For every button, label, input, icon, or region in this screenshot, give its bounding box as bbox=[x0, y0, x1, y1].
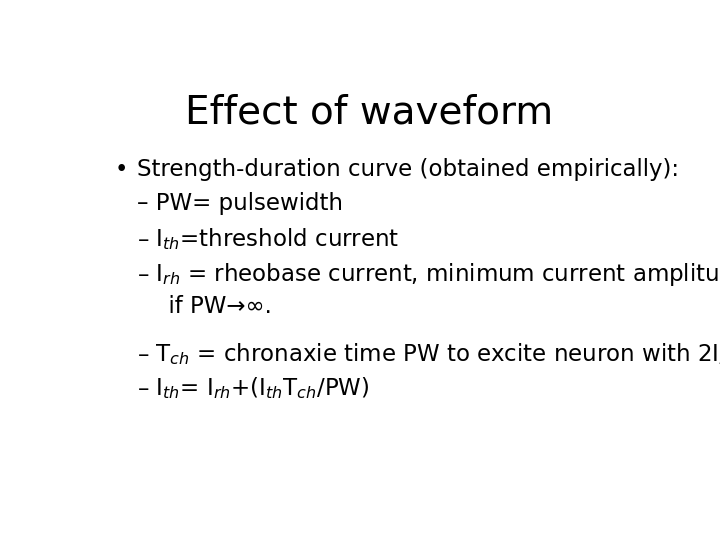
Text: – PW= pulsewidth: – PW= pulsewidth bbox=[138, 192, 343, 215]
Text: Strength-duration curve (obtained empirically):: Strength-duration curve (obtained empiri… bbox=[138, 158, 680, 181]
Text: •: • bbox=[115, 158, 128, 181]
Text: Effect of waveform: Effect of waveform bbox=[185, 94, 553, 132]
Text: – I$_{th}$= I$_{rh}$+(I$_{th}$T$_{ch}$/PW): – I$_{th}$= I$_{rh}$+(I$_{th}$T$_{ch}$/P… bbox=[138, 375, 370, 401]
Text: – T$_{ch}$ = chronaxie time PW to excite neuron with 2I$_{rh}$.: – T$_{ch}$ = chronaxie time PW to excite… bbox=[138, 341, 720, 367]
Text: if PW→∞.: if PW→∞. bbox=[154, 295, 272, 318]
Text: – I$_{th}$=threshold current: – I$_{th}$=threshold current bbox=[138, 227, 400, 252]
Text: – I$_{rh}$ = rheobase current, minimum current amplitude: – I$_{rh}$ = rheobase current, minimum c… bbox=[138, 261, 720, 288]
